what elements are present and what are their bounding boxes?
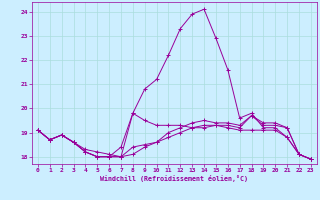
X-axis label: Windchill (Refroidissement éolien,°C): Windchill (Refroidissement éolien,°C) <box>100 175 248 182</box>
